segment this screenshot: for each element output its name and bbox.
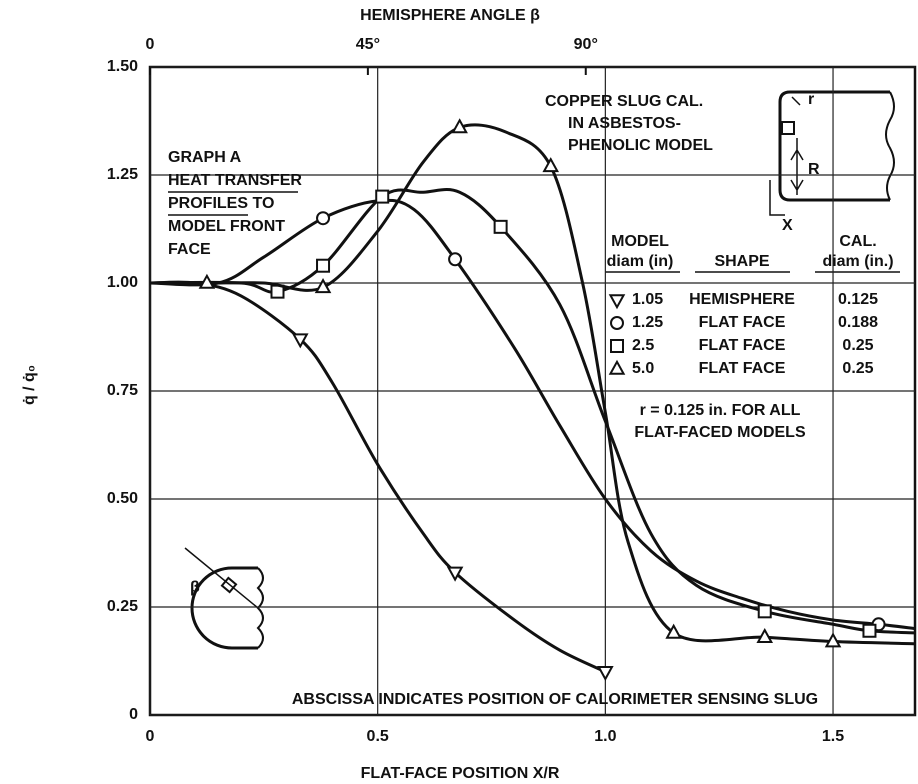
marker (314, 278, 332, 294)
series-line (149, 198, 916, 631)
legend-shape: FLAT FACE (699, 314, 786, 331)
marker (824, 632, 842, 648)
marker (448, 252, 463, 267)
legend-cal: 0.25 (842, 360, 873, 377)
legend-symbol (608, 294, 626, 310)
top-tick-label: 45° (356, 36, 380, 53)
inset-label: R (808, 161, 820, 178)
legend-cal: 0.188 (838, 314, 878, 331)
y-tick-label: 0.75 (107, 382, 138, 399)
legend-header: MODEL (611, 233, 669, 250)
annotation: MODEL FRONT (168, 218, 285, 235)
annotation: PROFILES TO (168, 195, 274, 212)
legend-header: diam (in) (607, 253, 674, 270)
series-line (149, 123, 916, 646)
legend-header: diam (in.) (822, 253, 893, 270)
legend-cal: 0.125 (838, 291, 878, 308)
legend-label: 5.0 (632, 360, 654, 377)
y-axis-title: q̇ / q̇₀ (21, 365, 38, 405)
annotation: FACE (168, 241, 211, 258)
x-tick-label: 0.5 (367, 728, 389, 745)
annotation: ABSCISSA INDICATES POSITION OF CALORIMET… (292, 691, 818, 708)
y-tick-label: 1.00 (107, 274, 138, 291)
marker (493, 219, 508, 234)
marker (862, 623, 877, 638)
annotation: COPPER SLUG CAL. (545, 93, 703, 110)
marker (446, 566, 464, 582)
legend-label: 1.25 (632, 314, 663, 331)
legend-header: SHAPE (714, 253, 769, 270)
hemisphere-inset (184, 547, 264, 650)
series-line (149, 188, 916, 635)
legend-shape: HEMISPHERE (689, 291, 795, 308)
marker (316, 211, 331, 226)
x-tick-label: 1.5 (822, 728, 844, 745)
slug-inset (769, 90, 895, 216)
legend-label: 1.05 (632, 291, 663, 308)
x-tick-label: 0 (146, 728, 155, 745)
legend-cal: 0.25 (842, 337, 873, 354)
legend-symbol (608, 359, 626, 375)
annotation: IN ASBESTOS- (568, 115, 681, 132)
legend-header: CAL. (839, 233, 876, 250)
inset-label: X (782, 217, 793, 234)
legend-shape: FLAT FACE (699, 360, 786, 377)
x-tick-label: 1.0 (594, 728, 616, 745)
marker (665, 623, 682, 639)
top-tick-label: 90° (574, 36, 598, 53)
marker (316, 258, 331, 273)
annotation: FLAT-FACED MODELS (634, 424, 806, 441)
marker (756, 627, 774, 644)
marker (291, 333, 309, 349)
marker (757, 604, 772, 619)
top-axis-title: HEMISPHERE ANGLE β (360, 7, 540, 24)
legend-symbol (610, 339, 624, 353)
legend-label: 2.5 (632, 337, 654, 354)
y-tick-label: 1.50 (107, 58, 138, 75)
annotation: GRAPH A (168, 149, 242, 166)
legend-shape: FLAT FACE (699, 337, 786, 354)
y-tick-label: 0 (129, 706, 138, 723)
top-tick-label: 0 (146, 36, 155, 53)
marker (451, 118, 468, 134)
x-axis-title: FLAT-FACE POSITION X/R (361, 765, 560, 782)
marker (375, 189, 390, 204)
marker (597, 666, 614, 682)
inset-label: β (190, 579, 200, 596)
inset-label: r (808, 91, 814, 108)
legend-symbol (610, 316, 624, 330)
y-tick-label: 0.50 (107, 490, 138, 507)
marker (542, 157, 560, 173)
series-line (149, 280, 606, 674)
annotation: HEAT TRANSFER (168, 172, 302, 189)
annotation: PHENOLIC MODEL (568, 137, 713, 154)
y-tick-label: 0.25 (107, 598, 138, 615)
annotation: r = 0.125 in. FOR ALL (640, 402, 801, 419)
marker (198, 273, 216, 289)
underlines (168, 191, 900, 273)
y-tick-label: 1.25 (107, 166, 138, 183)
